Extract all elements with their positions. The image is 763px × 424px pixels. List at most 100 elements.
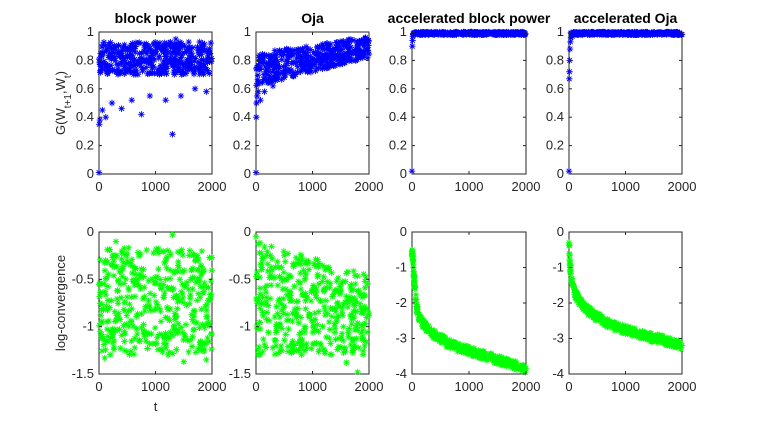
data-point: [277, 300, 285, 307]
data-point: [304, 55, 312, 63]
data-point: [170, 322, 178, 329]
data-point: [172, 313, 179, 320]
data-point: [150, 307, 158, 314]
data-point: [350, 267, 357, 275]
data-point: [338, 334, 345, 341]
data-point: [175, 258, 182, 266]
data-point: [295, 319, 302, 326]
data-point: [102, 257, 109, 264]
data-point: [197, 294, 204, 301]
data-point: [286, 294, 293, 301]
data-point: [339, 337, 347, 344]
data-point: [164, 284, 171, 291]
data-point: [106, 304, 113, 311]
data-point: [120, 55, 127, 63]
data-point: [176, 276, 184, 283]
data-point: [310, 260, 318, 267]
data-point: [199, 321, 206, 328]
data-point: [154, 346, 162, 353]
data-point: [132, 71, 140, 78]
data-point: [148, 52, 155, 59]
data-point: [131, 344, 138, 351]
data-point: [334, 300, 341, 307]
y-tick-label: 0: [557, 224, 564, 239]
data-point: [306, 67, 313, 74]
data-point: [128, 305, 135, 313]
data-point: [307, 297, 315, 305]
data-point: [200, 57, 207, 64]
data-point: [256, 285, 264, 292]
data-point: [183, 48, 190, 56]
data-point: [320, 56, 328, 63]
data-point: [274, 282, 281, 289]
subplot-title: block power: [115, 10, 197, 26]
data-point: [337, 57, 344, 64]
data-point: [133, 325, 140, 333]
data-point: [174, 329, 181, 337]
data-point: [185, 348, 192, 356]
data-point: [161, 70, 168, 77]
data-point: [301, 325, 308, 332]
data-point: [362, 274, 370, 281]
data-point: [173, 46, 180, 53]
data-point: [148, 69, 156, 77]
data-point: [118, 273, 126, 280]
data-point: [120, 250, 128, 258]
data-point: [132, 49, 139, 56]
data-point: [508, 362, 515, 369]
data-point: [270, 64, 278, 71]
data-point: [103, 326, 111, 333]
data-point: [179, 299, 187, 306]
data-point: [257, 79, 265, 87]
data-point: [487, 350, 495, 358]
data-point: [172, 57, 179, 65]
data-point: [123, 312, 130, 319]
data-point: [168, 51, 175, 58]
data-point: [101, 288, 109, 295]
data-point: [98, 52, 106, 59]
data-point: [101, 48, 109, 55]
data-point: [177, 92, 185, 100]
data-point: [268, 68, 276, 76]
data-point: [448, 339, 456, 347]
data-point: [265, 52, 272, 59]
data-point: [179, 329, 186, 336]
data-point: [656, 29, 663, 37]
data-point: [666, 334, 674, 342]
data-point: [167, 251, 174, 258]
data-point: [629, 325, 637, 333]
data-point: [278, 76, 285, 83]
data-point: [351, 344, 359, 352]
data-point: [282, 62, 290, 69]
data-point: [104, 283, 112, 290]
data-point: [253, 64, 261, 71]
data-point: [314, 56, 322, 64]
data-point: [278, 56, 286, 63]
data-point: [196, 38, 203, 46]
subplot-4: 0 1000 2000 0 0.2 0.4 0.6 0.8 1 accelerated Oja: [546, 10, 697, 194]
data-point: [303, 340, 310, 348]
data-point: [614, 30, 622, 37]
data-point: [259, 50, 266, 58]
data-point: [579, 304, 586, 311]
data-point: [198, 263, 205, 270]
data-point: [674, 30, 681, 38]
data-point: [352, 308, 359, 315]
data-point: [275, 69, 282, 77]
data-point: [311, 328, 319, 335]
data-point: [263, 252, 270, 259]
data-point: [198, 306, 205, 313]
data-point: [642, 333, 650, 340]
data-point: [451, 341, 459, 349]
data-point: [458, 345, 465, 352]
data-point: [365, 50, 373, 58]
data-point: [588, 310, 595, 317]
data-point: [148, 55, 155, 62]
data-point: [319, 323, 326, 330]
data-point: [596, 316, 604, 323]
data-point: [161, 335, 168, 342]
data-point: [281, 252, 288, 259]
data-point: [335, 41, 342, 49]
data-point: [335, 343, 343, 350]
